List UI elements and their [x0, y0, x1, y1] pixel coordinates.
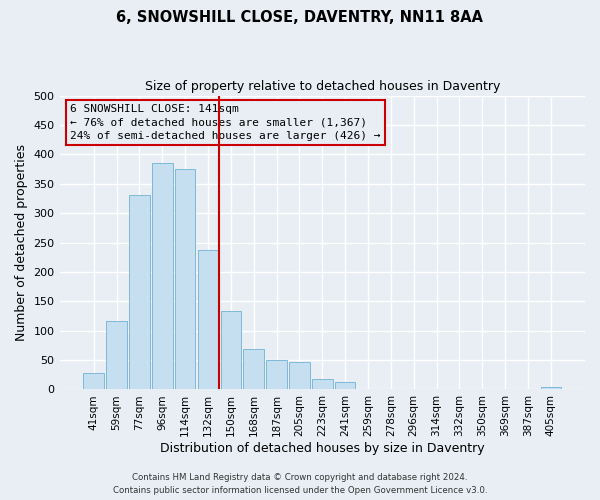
Bar: [152, 163, 173, 390]
Bar: [289, 362, 310, 390]
Y-axis label: Number of detached properties: Number of detached properties: [15, 144, 28, 341]
Bar: [83, 373, 104, 390]
Bar: [175, 169, 196, 390]
Bar: [221, 312, 241, 390]
Text: Contains HM Land Registry data © Crown copyright and database right 2024.
Contai: Contains HM Land Registry data © Crown c…: [113, 474, 487, 495]
Title: Size of property relative to detached houses in Daventry: Size of property relative to detached ho…: [145, 80, 500, 93]
Bar: [266, 360, 287, 390]
Bar: [335, 382, 355, 390]
X-axis label: Distribution of detached houses by size in Daventry: Distribution of detached houses by size …: [160, 442, 485, 455]
Text: 6 SNOWSHILL CLOSE: 141sqm
← 76% of detached houses are smaller (1,367)
24% of se: 6 SNOWSHILL CLOSE: 141sqm ← 76% of detac…: [70, 104, 380, 141]
Bar: [244, 350, 264, 390]
Bar: [198, 250, 218, 390]
Bar: [106, 322, 127, 390]
Bar: [541, 386, 561, 390]
Bar: [129, 196, 150, 390]
Bar: [312, 379, 332, 390]
Text: 6, SNOWSHILL CLOSE, DAVENTRY, NN11 8AA: 6, SNOWSHILL CLOSE, DAVENTRY, NN11 8AA: [116, 10, 484, 25]
